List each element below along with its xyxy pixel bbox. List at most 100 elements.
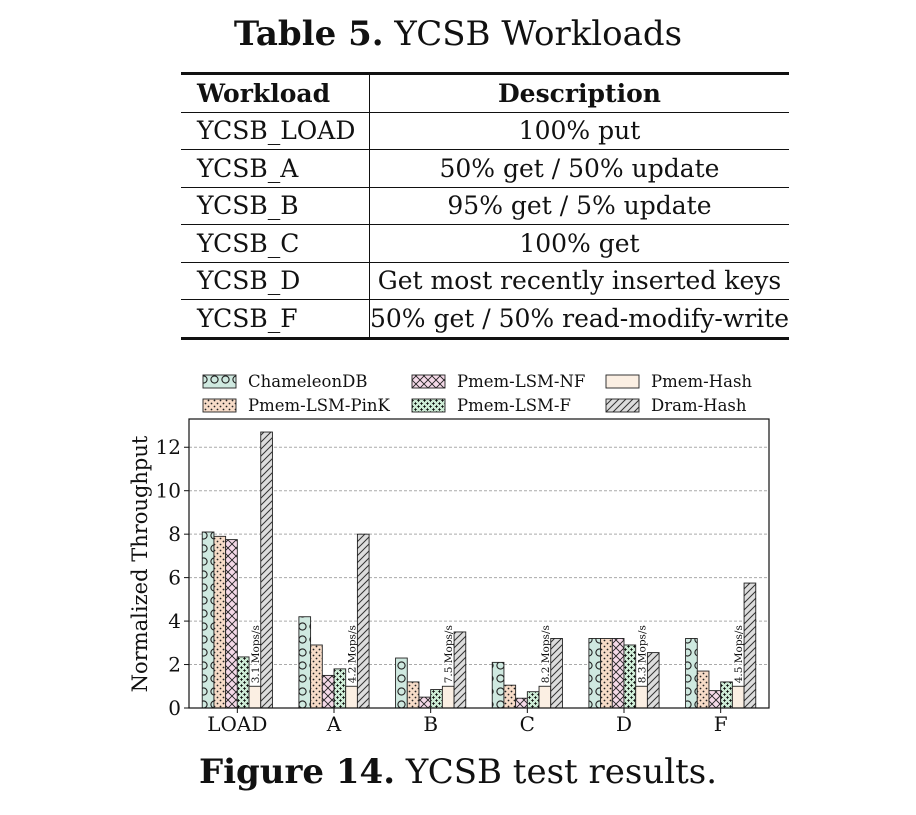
throughput-annotation: 3.1 Mops/s: [250, 625, 262, 683]
ycsb-bar-chart: 3.1 Mops/s 4.2 Mops/s 7.5 Mops/s 8.2 Mops/s…: [128, 372, 770, 736]
table-caption-label: Table 5.: [233, 14, 384, 54]
plot-frame: [188, 418, 770, 709]
bar: [236, 656, 250, 709]
y-axis-label: Normalized Throughput: [128, 435, 152, 692]
bar: [453, 631, 467, 709]
bar: [213, 535, 227, 709]
bar: [201, 531, 215, 709]
bar: [646, 652, 660, 709]
workload-cell: YCSB_A: [181, 149, 370, 188]
legend-label: ChameleonDB: [248, 372, 367, 391]
bar: [395, 657, 408, 709]
table-row: YCSB_A 50% get / 50% update: [181, 149, 789, 188]
bar-annotations: 3.1 Mops/s 4.2 Mops/s 7.5 Mops/s 8.2 Mops/s…: [250, 625, 745, 683]
bar: [743, 582, 757, 709]
legend-swatch: [202, 398, 237, 413]
legend-label: Pmem-LSM-PinK: [248, 396, 390, 415]
bar: [708, 690, 722, 709]
description-cell: 95% get / 5% update: [369, 187, 789, 225]
x-tick-label: LOAD: [207, 712, 267, 736]
bar: [248, 685, 262, 709]
bar: [720, 681, 733, 709]
table-caption: Table 5. YCSB Workloads: [0, 14, 916, 54]
header-description: Description: [369, 72, 789, 113]
description-cell: 50% get / 50% update: [369, 149, 789, 188]
legend-label: Pmem-Hash: [651, 372, 752, 391]
x-tick-label: C: [520, 712, 535, 736]
x-axis: LOAD A B C D F: [207, 708, 728, 736]
bar: [550, 638, 563, 709]
x-tick-label: B: [423, 712, 438, 736]
bar: [333, 668, 347, 709]
bar: [356, 533, 370, 709]
description-cell: 50% get / 50% read-modify-write: [369, 299, 789, 340]
legend-swatch: [202, 374, 237, 389]
figure-caption-label: Figure 14.: [198, 752, 396, 792]
bar: [696, 670, 710, 709]
bar: [225, 539, 238, 709]
legend-label: Pmem-LSM-F: [457, 396, 571, 415]
bar: [491, 661, 505, 709]
throughput-annotation: 4.2 Mops/s: [347, 625, 359, 683]
throughput-annotation: 8.3 Mops/s: [637, 625, 649, 683]
legend-label: Pmem-LSM-NF: [457, 372, 585, 391]
bar: [526, 691, 540, 709]
workload-cell: YCSB_LOAD: [181, 112, 370, 150]
bar: [298, 616, 312, 709]
grid-lines: [189, 446, 769, 666]
table-header-row: Workload Description: [181, 72, 789, 113]
bar: [635, 685, 648, 709]
ycsb-workloads-table: Workload Description YCSB_LOAD 100% put Y…: [181, 72, 789, 340]
legend-swatch: [411, 374, 446, 389]
bar: [418, 696, 432, 709]
y-tick-label: 8: [168, 522, 181, 546]
description-cell: Get most recently inserted keys: [369, 262, 789, 300]
workload-cell: YCSB_C: [181, 224, 370, 263]
x-tick-label: D: [616, 712, 632, 736]
bar: [731, 685, 745, 709]
bar: [538, 685, 552, 709]
bar: [503, 684, 517, 709]
y-tick-label: 12: [156, 435, 181, 459]
bars: [201, 431, 757, 709]
bar: [515, 697, 528, 709]
y-tick-label: 0: [168, 696, 181, 720]
legend-swatch: [411, 398, 446, 413]
bar: [345, 685, 358, 709]
table-row: YCSB_LOAD 100% put: [181, 112, 789, 150]
workload-cell: YCSB_B: [181, 187, 370, 225]
table-row: YCSB_D Get most recently inserted keys: [181, 262, 789, 300]
bar: [310, 644, 323, 709]
y-axis: 0 2 4 6 8 10 12: [156, 435, 189, 720]
header-workload: Workload: [181, 72, 370, 113]
workload-cell: YCSB_F: [181, 299, 370, 340]
y-tick-label: 10: [156, 479, 181, 503]
bar: [623, 644, 637, 709]
figure-caption: Figure 14. YCSB test results.: [0, 752, 916, 792]
throughput-annotation: 4.5 Mops/s: [733, 625, 745, 683]
legend-label: Dram-Hash: [651, 396, 747, 415]
throughput-annotation: 8.2 Mops/s: [540, 625, 552, 683]
description-cell: 100% get: [369, 224, 789, 263]
bar: [588, 638, 602, 709]
x-tick-label: F: [714, 712, 728, 736]
y-tick-label: 4: [168, 609, 181, 633]
y-tick-label: 6: [168, 566, 181, 590]
bar: [441, 685, 455, 709]
table-row: YCSB_C 100% get: [181, 224, 789, 263]
bar: [321, 674, 335, 709]
legend-swatch: [605, 374, 640, 389]
throughput-annotation: 7.5 Mops/s: [443, 625, 455, 683]
y-tick-label: 2: [168, 653, 181, 677]
table-row: YCSB_F 50% get / 50% read-modify-write: [181, 299, 789, 340]
bar: [611, 638, 625, 709]
bar: [685, 638, 698, 709]
description-cell: 100% put: [369, 112, 789, 150]
legend-swatch: [605, 398, 640, 413]
table-row: YCSB_B 95% get / 5% update: [181, 187, 789, 225]
bar: [406, 681, 420, 709]
x-tick-label: A: [326, 712, 342, 736]
bar: [430, 689, 443, 709]
table-caption-text: YCSB Workloads: [394, 14, 683, 54]
legend: ChameleonDB Pmem-LSM-PinK Pmem-LSM-NF Pmem-…: [202, 372, 752, 415]
